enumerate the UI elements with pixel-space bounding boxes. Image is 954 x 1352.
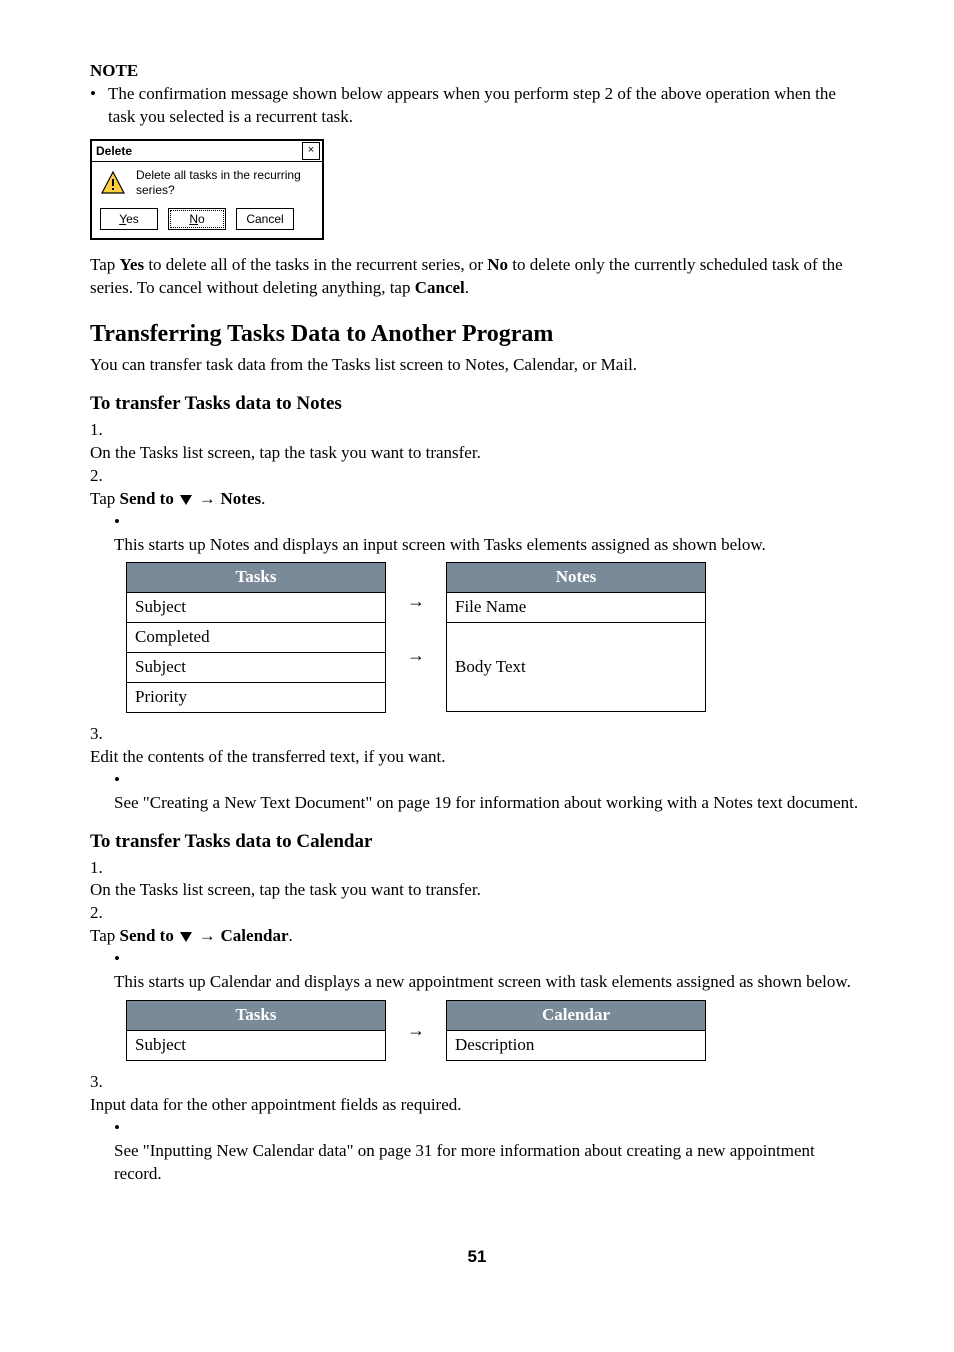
dialog-title: Delete	[96, 143, 132, 159]
step-text: Tap Send to → Notes.	[90, 488, 864, 511]
list-number: 3.	[90, 723, 112, 746]
sub-step-text: This starts up Notes and displays an inp…	[114, 534, 864, 557]
note-text: The confirmation message shown below app…	[108, 83, 864, 129]
bullet-dot: •	[114, 511, 132, 534]
list-number: 1.	[90, 857, 112, 880]
right-arrow-icon: →	[386, 1018, 446, 1042]
post-dialog-paragraph: Tap Yes to delete all of the tasks in th…	[90, 254, 864, 300]
tasks-calendar-mapping: Tasks Subject → Calendar Description	[126, 1000, 864, 1061]
down-arrow-icon	[180, 932, 192, 942]
right-arrow-icon: →	[407, 646, 425, 664]
tasks-column: Tasks Subject Completed Subject Priority	[126, 562, 386, 713]
section-intro: You can transfer task data from the Task…	[90, 354, 864, 377]
warning-icon	[100, 170, 126, 196]
sub-step-text: This starts up Calendar and displays a n…	[114, 971, 864, 994]
no-button[interactable]: No	[168, 208, 226, 230]
list-number: 2.	[90, 902, 112, 925]
calendar-column: Calendar Description	[446, 1000, 706, 1061]
mapping-arrows: → →	[386, 562, 446, 713]
close-icon[interactable]: ×	[302, 142, 320, 160]
step-text: On the Tasks list screen, tap the task y…	[90, 879, 864, 902]
subsection-to-calendar: To transfer Tasks data to Calendar	[90, 829, 864, 855]
notes-body-text-cell: Body Text	[446, 623, 706, 712]
page-number: 51	[90, 1246, 864, 1269]
list-number: 2.	[90, 465, 112, 488]
sub-step-text: See "Inputting New Calendar data" on pag…	[114, 1140, 864, 1186]
tasks-column: Tasks Subject	[126, 1000, 386, 1061]
section-title-transfer: Transferring Tasks Data to Another Progr…	[90, 318, 864, 350]
list-number: 1.	[90, 419, 112, 442]
tasks-notes-mapping: Tasks Subject Completed Subject Priority…	[126, 562, 864, 713]
step-text: On the Tasks list screen, tap the task y…	[90, 442, 864, 465]
step-text: Tap Send to → Calendar.	[90, 925, 864, 948]
delete-dialog: Delete × Delete all tasks in the recurri…	[90, 139, 324, 240]
bullet-dot: •	[114, 1117, 132, 1140]
bullet-dot: •	[90, 83, 108, 129]
bullet-dot: •	[114, 948, 132, 971]
down-arrow-icon	[180, 495, 192, 505]
cancel-button[interactable]: Cancel	[236, 208, 294, 230]
list-number: 3.	[90, 1071, 112, 1094]
bullet-dot: •	[114, 769, 132, 792]
yes-button[interactable]: Yes	[100, 208, 158, 230]
subsection-to-notes: To transfer Tasks data to Notes	[90, 391, 864, 417]
notes-column: Notes File Name Body Text	[446, 562, 706, 713]
right-arrow-icon: →	[407, 592, 425, 610]
step-text: Input data for the other appointment fie…	[90, 1094, 864, 1117]
dialog-message: Delete all tasks in the recurring series…	[136, 168, 314, 198]
sub-step-text: See "Creating a New Text Document" on pa…	[114, 792, 864, 815]
note-heading: NOTE	[90, 60, 864, 83]
step-text: Edit the contents of the transferred tex…	[90, 746, 864, 769]
